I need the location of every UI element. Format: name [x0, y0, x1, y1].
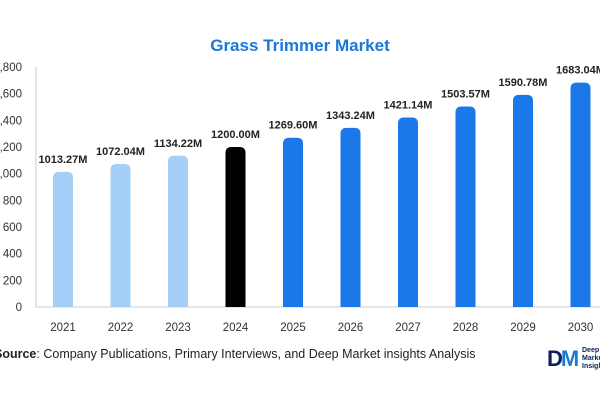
y-tick-label: 1,800 [0, 62, 22, 74]
bar-2030 [570, 82, 591, 307]
data-label-2024: 1200.00M [211, 129, 260, 141]
bar-2027 [398, 117, 418, 307]
bar-2023 [168, 155, 188, 307]
x-tick-label: 2023 [165, 322, 191, 334]
y-tick-label: 1,000 [0, 169, 22, 181]
x-tick-label: 2029 [510, 322, 536, 334]
y-tick-label: 800 [3, 195, 22, 207]
bar-2028 [455, 106, 476, 307]
x-tick-label: 2030 [568, 322, 594, 334]
data-label-2022: 1072.04M [96, 146, 145, 158]
data-label-2023: 1134.22M [154, 138, 202, 150]
data-label-2027: 1421.14M [384, 100, 433, 112]
chart-title: Grass Trimmer Market [210, 36, 390, 55]
bars [53, 82, 591, 308]
y-tick-label: 600 [3, 222, 22, 234]
y-tick-label: 1,400 [0, 115, 22, 127]
brand-logo: DM Deep Market Insights [547, 346, 600, 374]
source-note: Source: Company Publications, Primary In… [0, 347, 475, 361]
y-axis-ticks: 0 200 400 600 800 1,000 1,200 1,400 1,600 1,800 [0, 62, 22, 314]
bar-2026 [340, 127, 361, 307]
x-tick-label: 2022 [108, 322, 134, 334]
data-label-2030: 1683.04M [556, 65, 600, 77]
bar-2029 [513, 94, 533, 308]
x-tick-label: 2024 [223, 322, 249, 334]
bar-2025 [283, 137, 303, 307]
x-tick-label: 2025 [280, 322, 306, 334]
y-tick-label: 400 [3, 249, 22, 261]
logo-text: Deep Market Insights [582, 347, 600, 370]
y-tick-label: 200 [3, 275, 22, 287]
y-tick-label: 0 [16, 302, 22, 314]
data-label-2021: 1013.27M [39, 154, 88, 166]
x-tick-label: 2028 [453, 322, 479, 334]
source-label: Source [0, 347, 37, 361]
x-tick-label: 2021 [50, 322, 76, 334]
x-tick-label: 2027 [395, 322, 421, 334]
logo-mark: DM [547, 346, 579, 371]
data-label-2028: 1503.57M [441, 89, 490, 101]
y-tick-label: 1,600 [0, 89, 22, 101]
bar-2021 [53, 171, 73, 307]
bar-2024 [225, 147, 246, 307]
x-tick-label: 2026 [338, 322, 364, 334]
data-label-2029: 1590.78M [499, 77, 548, 89]
y-tick-label: 1,200 [0, 142, 22, 154]
source-text: : Company Publications, Primary Intervie… [36, 347, 476, 361]
data-label-2026: 1343.24M [326, 110, 375, 122]
data-label-2025: 1269.60M [269, 120, 318, 132]
data-labels: 1013.27M 1072.04M 1134.22M 1200.00M 1269.60M… [39, 65, 600, 166]
bar-2022 [110, 164, 131, 307]
x-axis-ticks: 2021 2022 2023 2024 2025 2026 2027 2028 2029 2030 [50, 322, 593, 334]
